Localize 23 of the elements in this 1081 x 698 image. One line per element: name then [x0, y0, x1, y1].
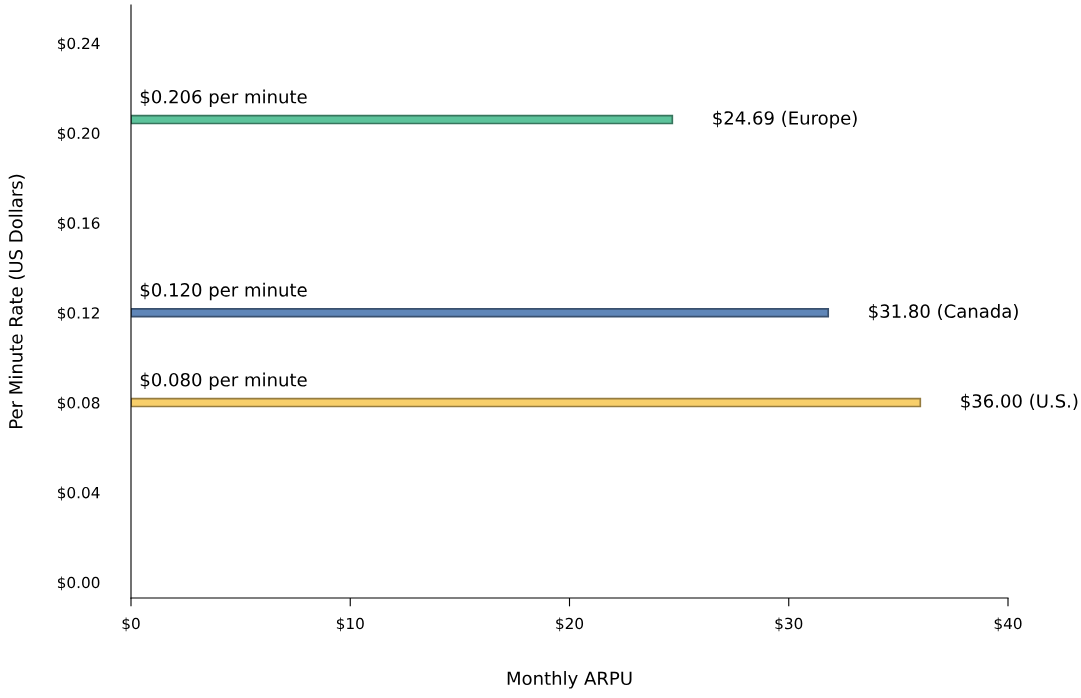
annotation: $0.080 per minute: [140, 372, 307, 391]
y-tick-label: $0.08: [57, 396, 100, 411]
y-tick-label: $0.04: [57, 486, 100, 501]
x-axis-title: Monthly ARPU: [507, 671, 632, 689]
y-axis-title: Per Minute Rate (US Dollars): [8, 174, 25, 428]
data-label: $36.00 (U.S.): [961, 393, 1078, 411]
x-tick-label: $0: [122, 617, 140, 632]
x-tick-label: $10: [336, 617, 364, 632]
y-tick-label: $0.24: [57, 37, 100, 52]
data-label: $24.69 (Europe): [713, 110, 857, 129]
annotation: $0.120 per minute: [140, 282, 307, 301]
x-tick-label: $20: [556, 617, 584, 632]
x-tick-label: $40: [994, 617, 1022, 632]
y-tick-label: $0.12: [57, 306, 99, 321]
data-label: $31.80 (Canada): [869, 303, 1018, 321]
x-tick-label: $30: [775, 617, 803, 632]
bar: [131, 397, 922, 408]
y-tick-label: $0.16: [57, 217, 100, 231]
bar: [131, 114, 674, 125]
annotation: $0.206 per minute: [140, 89, 307, 108]
bar: [131, 307, 830, 318]
y-tick-label: $0.20: [57, 127, 100, 142]
y-tick-label: $0.00: [57, 576, 100, 591]
